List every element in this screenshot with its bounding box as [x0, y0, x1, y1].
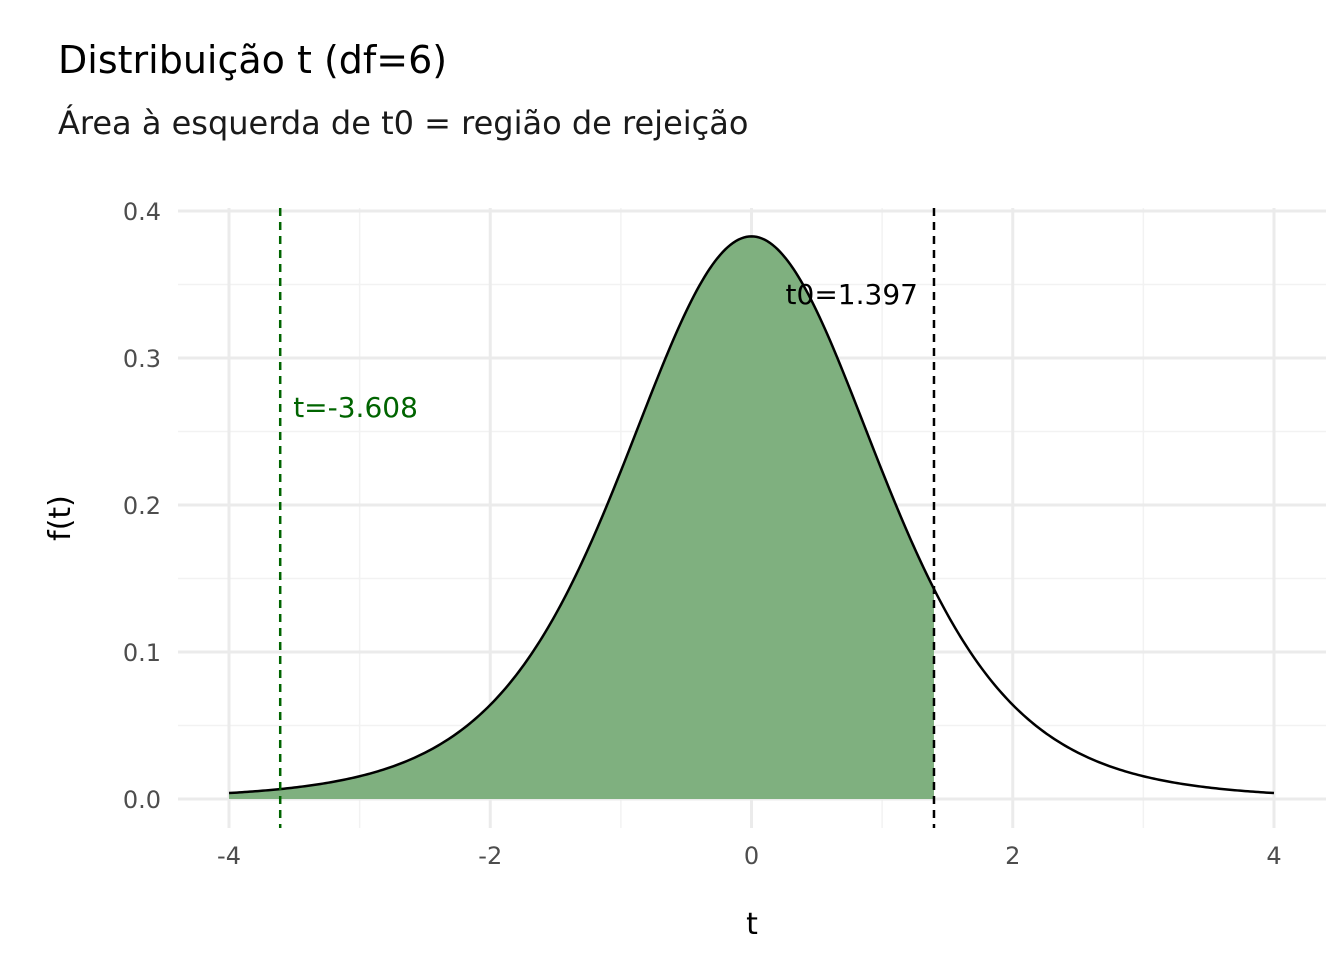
x-tick-label: 0 [744, 842, 759, 870]
y-tick-label: 0.3 [123, 345, 161, 373]
y-tick-label: 0.4 [123, 198, 161, 226]
x-tick-label: 2 [1005, 842, 1020, 870]
y-tick-label: 0.2 [123, 492, 161, 520]
t0-label: t0=1.397 [786, 278, 918, 311]
critical-value-label: t=-3.608 [293, 391, 418, 424]
chart-subtitle: Área à esquerda de t0 = região de rejeiç… [58, 104, 748, 142]
x-axis-title: t [746, 907, 758, 942]
tick-labels: 0.0 0.1 0.2 0.3 0.4 -4 -2 0 2 4 [123, 198, 1282, 870]
x-tick-label: -4 [217, 842, 241, 870]
shaded-rejection-area [229, 236, 934, 799]
y-tick-label: 0.1 [123, 639, 161, 667]
y-axis-title: f(t) [43, 495, 78, 541]
x-tick-label: 4 [1266, 842, 1281, 870]
density-curve [228, 235, 1275, 795]
grid [178, 208, 1326, 828]
y-tick-label: 0.0 [123, 786, 161, 814]
chart-title: Distribuição t (df=6) [58, 38, 447, 82]
x-tick-label: -2 [478, 842, 502, 870]
